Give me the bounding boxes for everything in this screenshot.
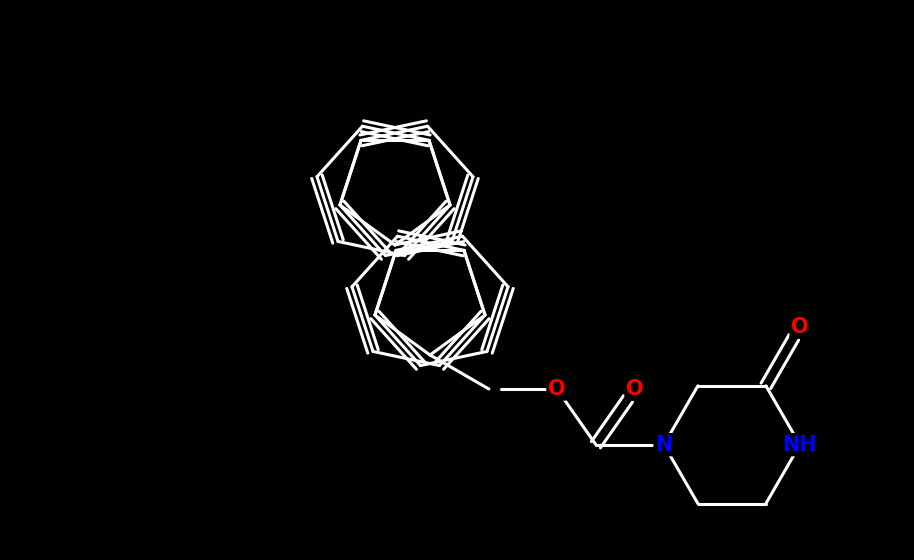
Text: O: O bbox=[626, 379, 643, 399]
Text: O: O bbox=[792, 317, 809, 337]
Text: O: O bbox=[548, 379, 566, 399]
Text: N: N bbox=[655, 435, 673, 455]
Text: NH: NH bbox=[782, 435, 817, 455]
